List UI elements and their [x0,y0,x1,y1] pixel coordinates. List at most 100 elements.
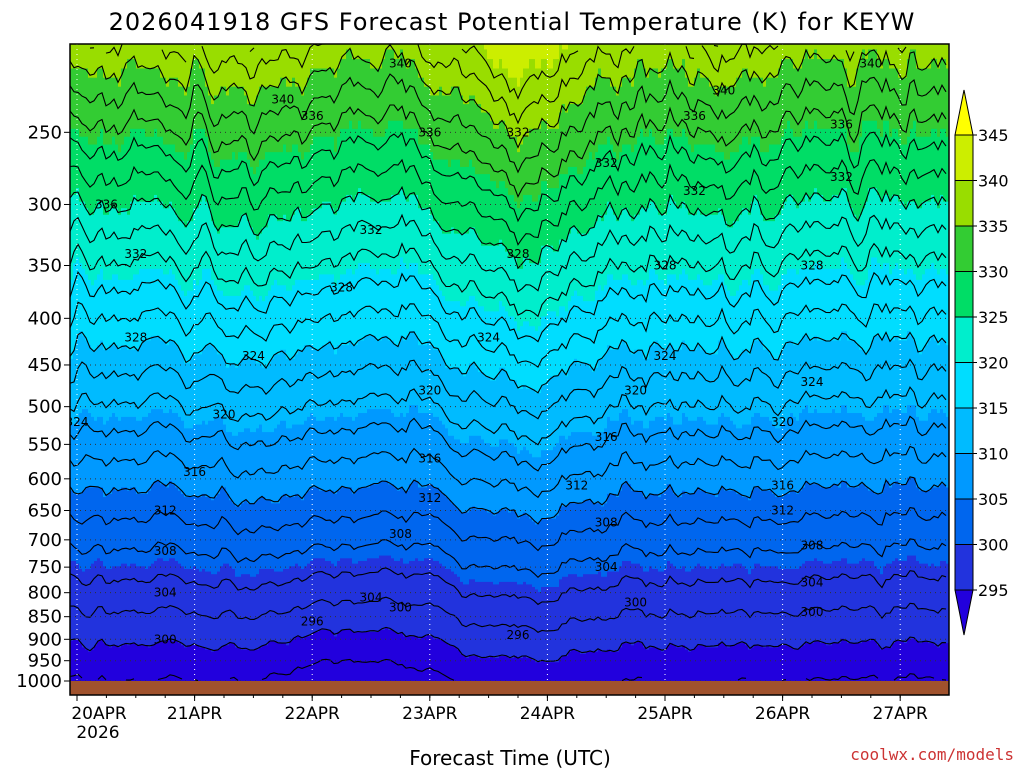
fill-cell [280,151,284,222]
fill-cell [331,344,335,417]
fill-cell [184,362,188,429]
fill-cell [595,77,599,153]
fill-cell [388,120,392,202]
fill-cell [769,290,773,355]
fill-cell [940,340,944,410]
fill-cell [88,144,92,215]
fill-cell [352,44,356,60]
fill-cell [574,103,578,167]
fill-cell [406,201,410,269]
fill-cell [400,631,404,695]
fill-cell [199,496,203,572]
fill-cell [172,412,176,485]
fill-cell [376,273,380,341]
fill-cell [601,220,605,291]
fill-cell [406,335,410,414]
fill-cell [487,375,491,444]
fill-cell [418,560,422,639]
fill-cell [838,642,842,695]
fill-cell [625,560,629,644]
fill-cell [250,103,254,167]
fill-cell [664,136,668,215]
fill-cell [733,358,737,425]
fill-cell [115,490,119,567]
fill-cell [307,563,311,637]
fill-cell [382,480,386,556]
fill-cell [256,649,260,695]
fill-cell [202,128,206,195]
fill-cell [406,44,410,69]
fill-cell [139,420,143,494]
fill-cell [643,646,647,695]
fill-cell [868,44,872,50]
contour-298 [70,658,947,682]
fill-cell [241,649,245,695]
fill-cell [412,262,416,332]
fill-cell [334,493,338,567]
fill-cell [397,344,401,417]
fill-cell [196,496,200,569]
fill-cell [757,201,761,269]
fill-cell [769,490,773,567]
fill-cell [856,563,860,644]
fill-cell [145,568,149,646]
fill-cell [472,226,476,296]
fill-cell [655,207,659,275]
fill-cell [889,201,893,275]
fill-cell [484,112,488,175]
fill-cell [727,290,731,350]
fill-cell [499,508,503,582]
fill-cell [307,44,311,78]
fill-cell [577,103,581,175]
fill-cell [529,262,533,327]
fill-cell [346,128,350,195]
fill-cell [784,493,788,569]
fill-cell [166,344,170,414]
fill-cell [118,214,122,280]
fill-cell [358,486,362,561]
fill-cell [292,565,296,639]
fill-cell [163,340,167,414]
y-tick-label: 750 [28,557,62,578]
fill-cell [898,640,902,695]
fill-cell [265,295,269,368]
fill-cell [658,571,662,650]
fill-cell [490,58,494,121]
fill-cell [481,371,485,440]
contour-326 [70,242,947,318]
fill-cell [460,512,464,582]
fill-cell [721,214,725,275]
fill-cell [142,416,146,494]
fill-cell [313,136,317,209]
fill-cell [790,128,794,195]
colorbar-tick-label: 315 [978,399,1009,418]
fill-cell [517,151,521,209]
fill-cell [502,245,506,307]
fill-cell [601,651,605,695]
contour-label: 332 [683,184,706,198]
fill-cell [178,284,182,350]
fill-cell [94,44,98,78]
fill-cell [142,493,146,567]
fill-cell [235,159,239,228]
fill-cell [814,335,818,410]
fill-cell [760,490,764,567]
fill-cell [649,420,653,494]
fill-cell [862,44,866,50]
fill-cell [553,661,557,695]
fill-cell [310,412,314,488]
fill-cell [349,120,353,195]
fill-cell [553,310,557,377]
fill-cell [787,340,791,417]
fill-cell [655,416,659,494]
contour-label: 332 [360,223,383,237]
fill-cell [865,560,869,641]
fill-cell [658,279,662,346]
fill-cell [511,380,515,444]
fill-cell [118,490,122,567]
fill-cell [844,262,848,332]
fill-cell [124,67,128,137]
fill-cell [883,44,887,60]
fill-cell [112,344,116,414]
fill-cell [736,151,740,222]
